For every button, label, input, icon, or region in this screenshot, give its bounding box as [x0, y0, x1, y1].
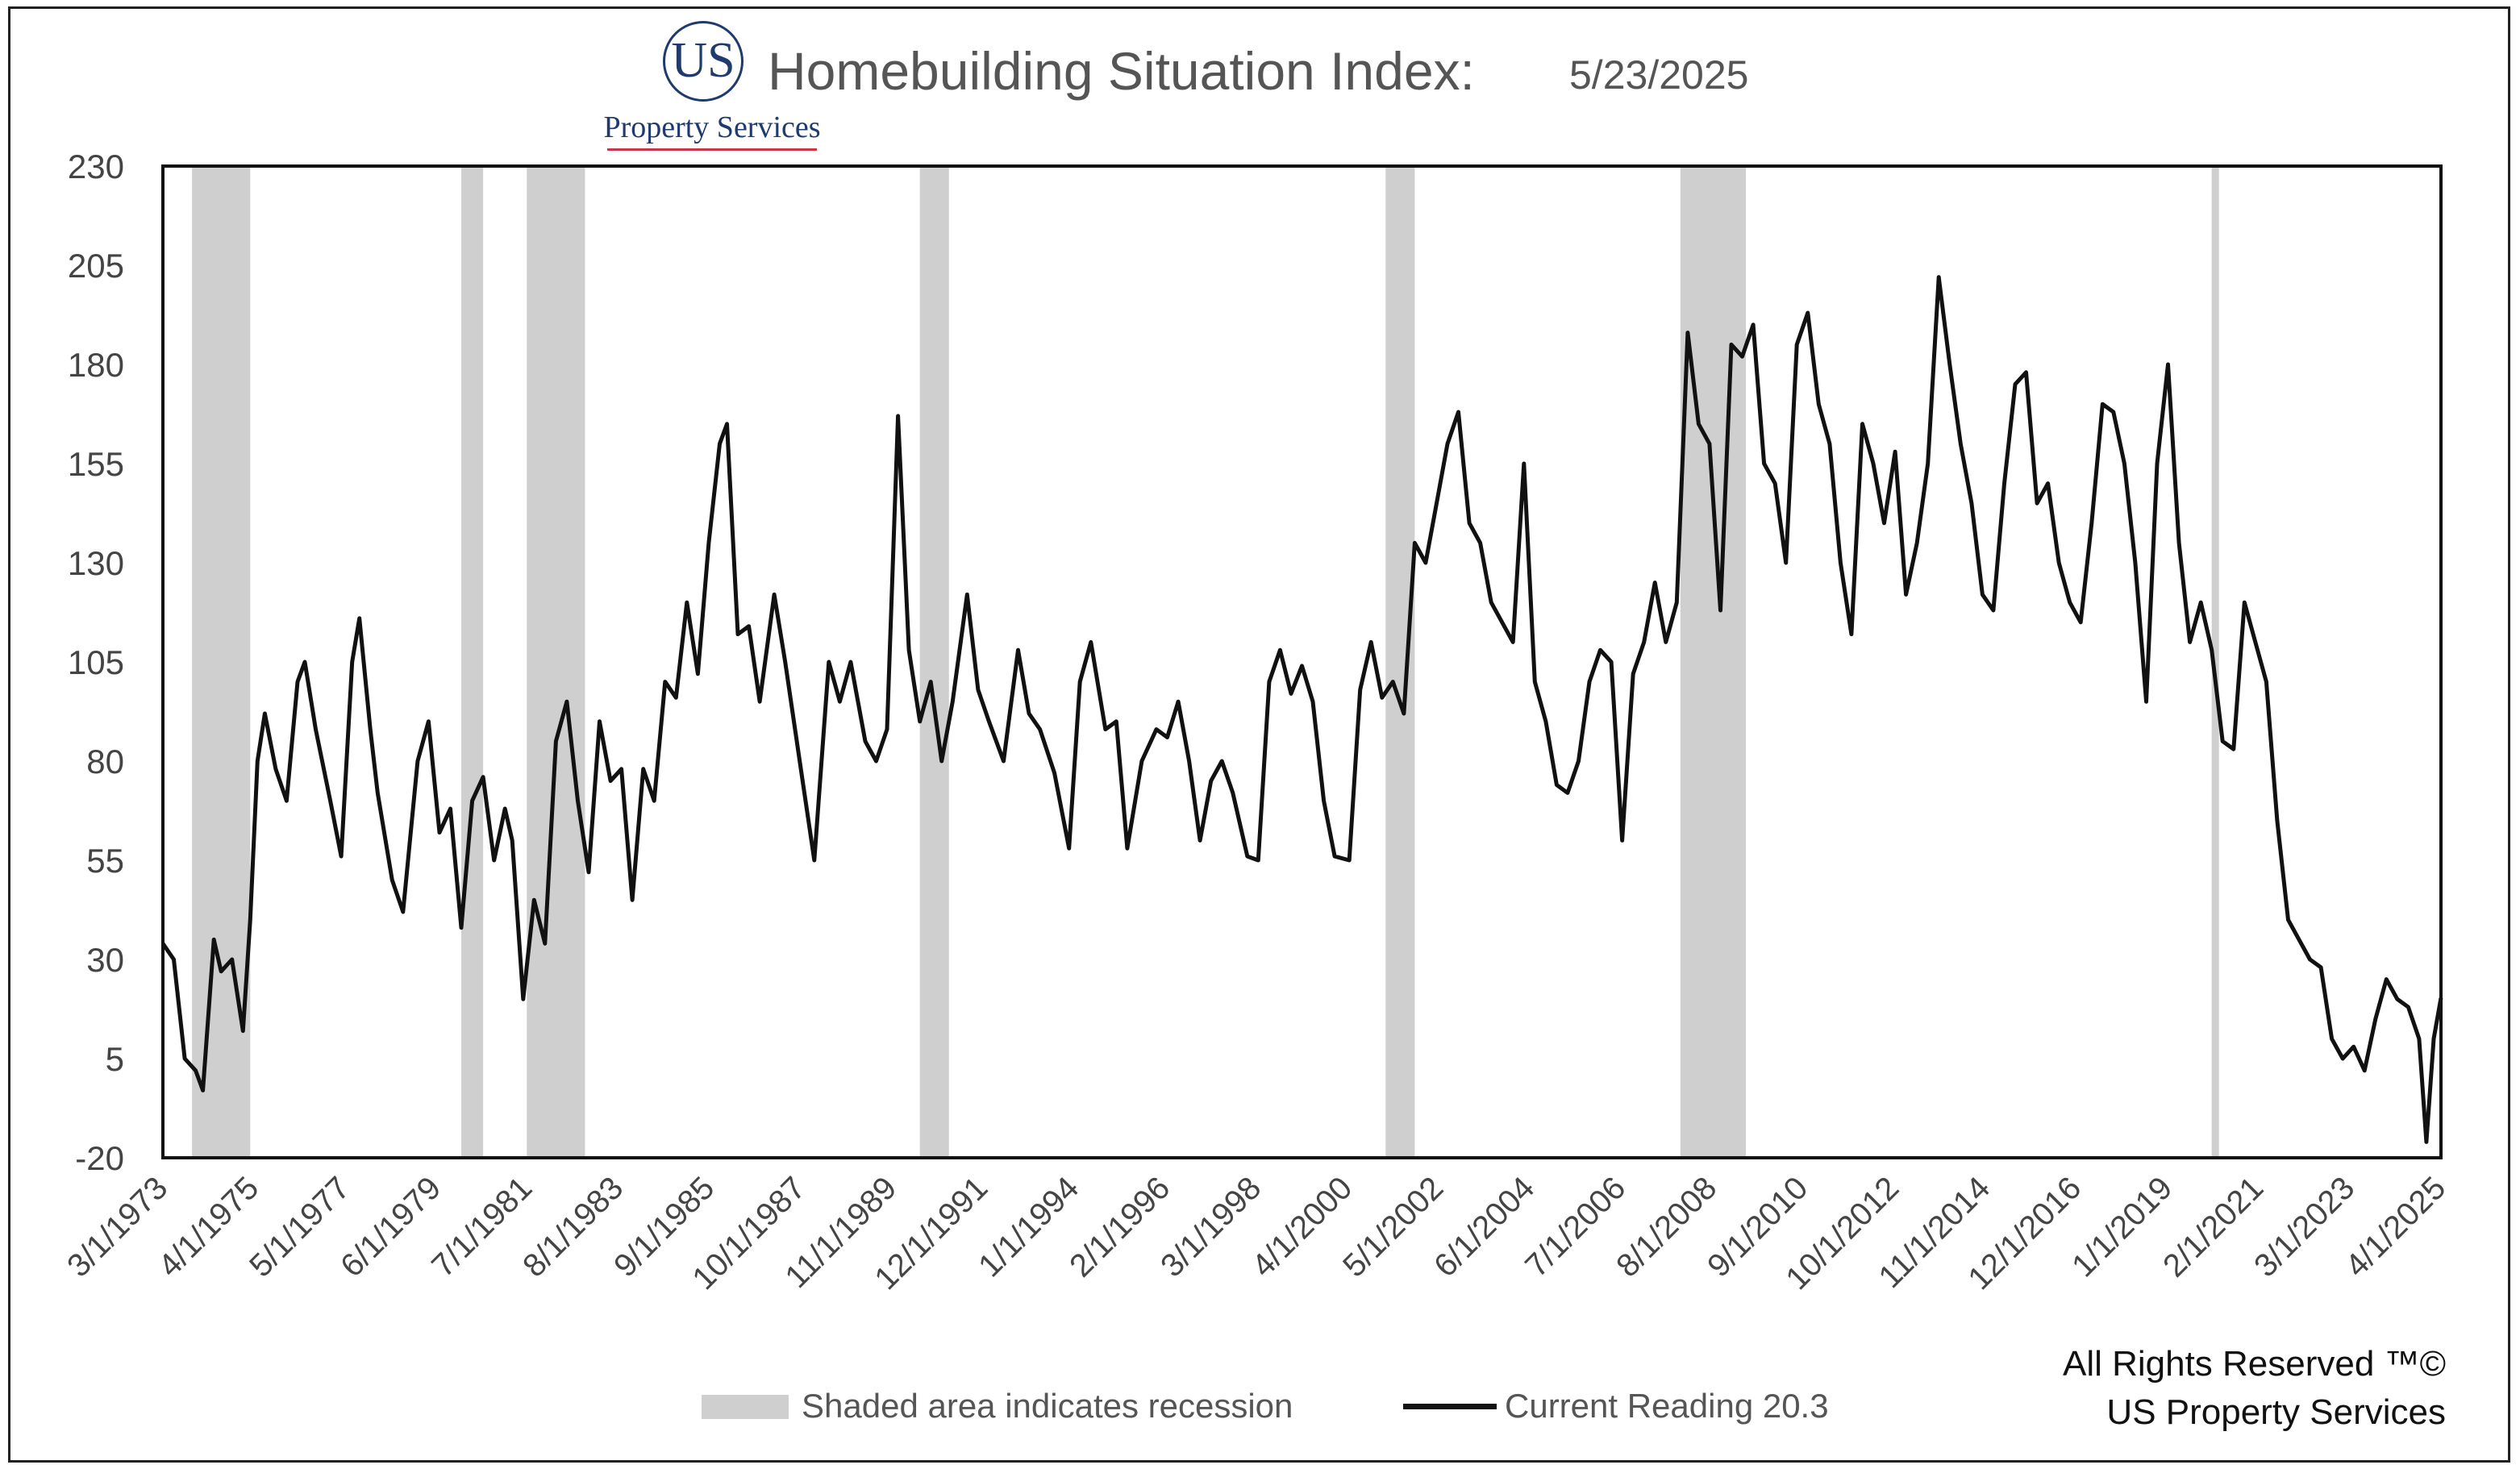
- rights-line-2: US Property Services: [2106, 1392, 2446, 1432]
- legend-current-label: Current Reading 20.3: [1505, 1387, 1829, 1425]
- x-tick-label: 1/1/2019: [2065, 1170, 2179, 1284]
- x-tick-label: 8/1/2008: [1610, 1170, 1723, 1284]
- logo-underline: [607, 148, 817, 151]
- x-tick-label: 3/1/1973: [60, 1170, 174, 1284]
- chart-date: 5/23/2025: [1569, 52, 1749, 98]
- x-tick-label: 5/1/1977: [243, 1170, 356, 1284]
- y-tick-label: 80: [86, 743, 124, 780]
- chart-frame: [8, 6, 2510, 1463]
- x-tick-label: 6/1/1979: [334, 1170, 448, 1284]
- recession-band: [527, 166, 585, 1158]
- chart-title: Homebuilding Situation Index:: [768, 41, 1475, 101]
- y-tick-label: 55: [86, 842, 124, 880]
- x-axis: 3/1/19734/1/19755/1/19776/1/19797/1/1981…: [60, 1170, 2452, 1296]
- legend-line-swatch: [1403, 1404, 1497, 1409]
- rights-line-1: All Rights Reserved ™©: [2062, 1344, 2446, 1384]
- y-axis: 230 205 180 155 130 105 80 55 30 5 -20: [68, 148, 124, 1177]
- plot-border: [161, 164, 2443, 1159]
- company-logo: US Property Services: [603, 21, 821, 158]
- line-layer: [160, 275, 2443, 1144]
- x-tick-label: 5/1/2002: [1336, 1170, 1450, 1284]
- y-tick-label: 180: [68, 346, 124, 384]
- legend-recession-label: Shaded area indicates recession: [802, 1387, 1293, 1425]
- recession-band: [2211, 166, 2219, 1158]
- x-tick-label: 2/1/1996: [1063, 1170, 1177, 1284]
- logo-us-text: US: [671, 33, 735, 88]
- x-tick-label: 6/1/2004: [1427, 1170, 1541, 1284]
- y-tick-label: 5: [106, 1040, 124, 1078]
- recession-layer: [192, 166, 2219, 1158]
- y-tick-label: 130: [68, 544, 124, 582]
- y-tick-label: 105: [68, 643, 124, 681]
- recession-band: [1680, 166, 1747, 1158]
- x-tick-label: 8/1/1983: [516, 1170, 630, 1284]
- x-tick-label: 4/1/1975: [152, 1170, 265, 1284]
- recession-band: [1385, 166, 1415, 1158]
- y-tick-label: 205: [68, 247, 124, 285]
- x-tick-label: 1/1/1994: [972, 1170, 1085, 1284]
- x-tick-label: 3/1/1998: [1154, 1170, 1268, 1284]
- logo-circle: [663, 21, 744, 102]
- y-tick-label: 155: [68, 445, 124, 483]
- y-tick-label: 30: [86, 941, 124, 979]
- recession-band: [461, 166, 484, 1158]
- logo-subtext: Property Services: [603, 110, 821, 144]
- rights-notice: All Rights Reserved ™© US Property Servi…: [2063, 1340, 2446, 1437]
- legend-recession-swatch: [702, 1395, 789, 1419]
- x-tick-label: 3/1/2023: [2247, 1170, 2361, 1284]
- x-tick-label: 4/1/2000: [1245, 1170, 1359, 1284]
- x-tick-label: 7/1/2006: [1518, 1170, 1632, 1284]
- x-tick-label: 4/1/2025: [2339, 1170, 2452, 1284]
- series-line: [160, 275, 2443, 1144]
- x-tick-label: 7/1/1981: [425, 1170, 539, 1284]
- x-tick-label: 2/1/2021: [2156, 1170, 2270, 1284]
- recession-band: [192, 166, 251, 1158]
- recession-band: [919, 166, 949, 1158]
- y-tick-label: 230: [68, 148, 124, 185]
- y-tick-label: -20: [75, 1139, 124, 1177]
